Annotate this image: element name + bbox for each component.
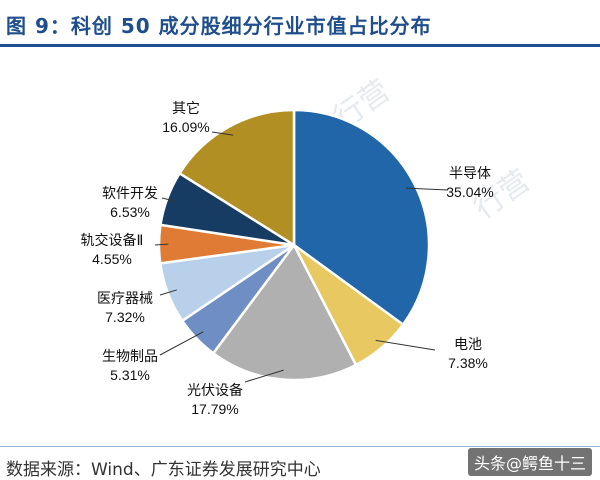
slice-label: 生物制品 xyxy=(102,349,158,365)
slice-value-label: 7.32% xyxy=(105,309,145,325)
leader-line xyxy=(154,243,169,246)
pie-chart: 半导体 35.04% 电池 7.38% 光伏设备 17.79% 生物制品 5.31% 医疗器械 7… xyxy=(81,100,494,417)
leader-line xyxy=(211,131,234,136)
slice-value-label: 16.09% xyxy=(162,119,209,135)
slice-value-label: 4.55% xyxy=(92,251,132,267)
chart-title: 图 9：科创 50 成分股细分行业市值占比分布 xyxy=(6,14,432,38)
pie-slice xyxy=(177,108,296,248)
title-divider xyxy=(0,44,600,47)
slice-label: 半导体 xyxy=(449,166,491,182)
slice-label: 电池 xyxy=(454,337,482,353)
source-divider xyxy=(0,446,600,447)
pie-slice xyxy=(292,108,431,327)
slice-value-label: 6.53% xyxy=(110,204,150,220)
leader-line xyxy=(375,339,436,351)
slice-label: 轨交设备Ⅱ xyxy=(81,232,144,249)
source-note: 数据来源：Wind、广东证券发展研究中心 xyxy=(6,460,321,480)
pie-slice xyxy=(211,242,358,382)
leader-line xyxy=(159,331,204,356)
slice-label: 医疗器械 xyxy=(97,291,153,307)
leader-line xyxy=(161,197,177,202)
slice-label: 其它 xyxy=(172,100,200,117)
slice-value-label: 35.04% xyxy=(446,184,493,200)
slice-value-label: 17.79% xyxy=(191,401,238,417)
leader-line xyxy=(159,289,177,296)
leader-line xyxy=(405,187,449,191)
watermark-badge: 头条@鳄鱼十三 xyxy=(467,448,592,476)
slice-label: 光伏设备 xyxy=(187,382,243,399)
leader-line xyxy=(244,369,284,383)
slice-value-label: 7.38% xyxy=(448,355,488,371)
slice-label: 软件开发 xyxy=(102,186,158,202)
slice-value-label: 5.31% xyxy=(110,367,150,383)
